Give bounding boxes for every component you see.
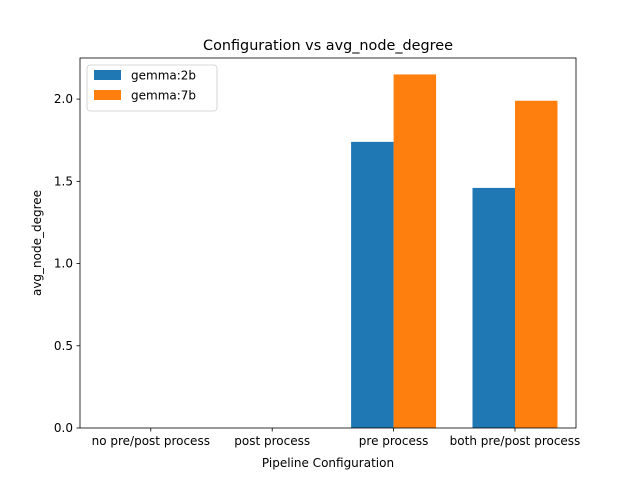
legend-label-0: gemma:2b [131, 69, 196, 83]
bars-layer [351, 74, 558, 428]
y-tick-label-0: 0.0 [54, 421, 73, 435]
bar-gemma-7b-2 [393, 74, 437, 428]
x-tick-label-0: no pre/post process [92, 434, 210, 448]
bar-gemma-2b-2 [351, 141, 394, 428]
legend-swatch-0 [94, 70, 121, 80]
y-tick-label-3: 1.5 [54, 174, 73, 188]
x-axis: no pre/post process post process pre proce… [92, 428, 581, 448]
y-tick-label-1: 0.5 [54, 339, 73, 353]
bar-gemma-7b-3 [515, 100, 558, 428]
x-axis-label: Pipeline Configuration [262, 456, 394, 470]
legend-swatch-1 [94, 90, 121, 100]
y-tick-label-4: 2.0 [54, 92, 73, 106]
chart-title: Configuration vs avg_node_degree [203, 38, 453, 54]
plot-frame [79, 57, 577, 429]
bar-gemma-2b-3 [472, 187, 515, 428]
x-tick-label-3: both pre/post process [450, 434, 581, 448]
legend: gemma:2b gemma:7b [86, 64, 218, 112]
y-tick-label-2: 1.0 [54, 257, 73, 271]
y-axis: 0.0 0.5 1.0 1.5 2.0 [54, 92, 80, 435]
y-axis-label: avg_node_degree [30, 190, 44, 296]
x-tick-label-2: pre process [359, 434, 429, 448]
x-tick-label-1: post process [234, 434, 310, 448]
legend-label-1: gemma:7b [131, 89, 196, 103]
